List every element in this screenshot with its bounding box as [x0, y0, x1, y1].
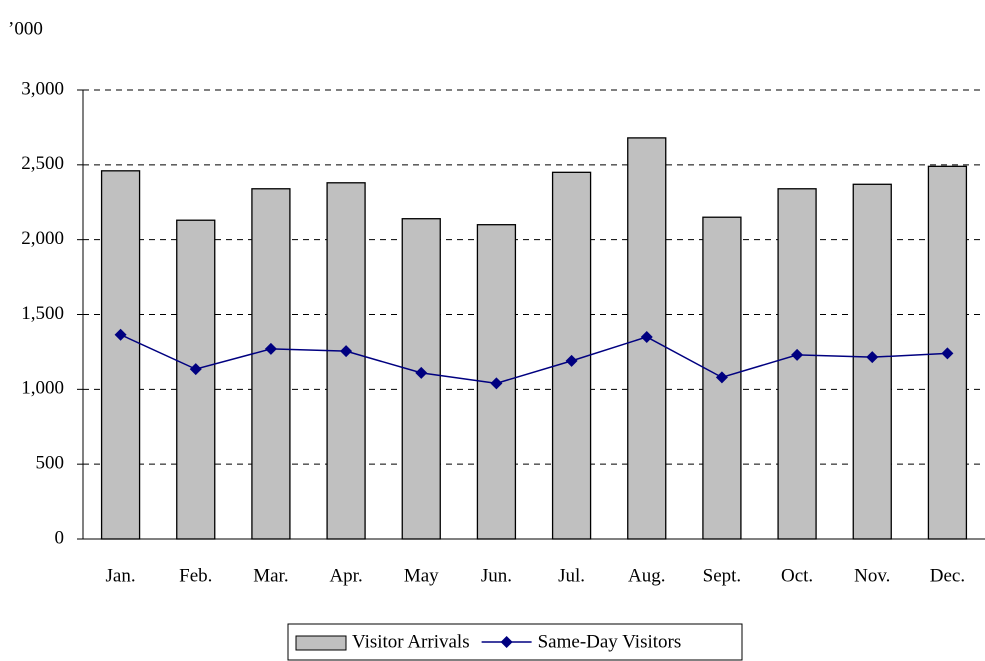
x-tick-label: Apr.: [329, 565, 362, 586]
y-tick-label: 500: [36, 453, 65, 474]
x-tick-label: Dec.: [930, 565, 965, 586]
y-tick-label: 1,500: [21, 303, 64, 324]
y-tick-label: 3,000: [21, 78, 64, 99]
marker: [640, 330, 653, 343]
marker: [565, 354, 578, 367]
marker: [941, 347, 954, 360]
y-tick-label: 2,500: [21, 153, 64, 174]
marker: [189, 363, 202, 376]
x-tick-label: Oct.: [781, 565, 813, 586]
y-tick-label: 0: [55, 527, 65, 548]
marker: [415, 366, 428, 379]
marker: [114, 328, 127, 341]
marker: [866, 351, 879, 364]
x-tick-label: Mar.: [253, 565, 288, 586]
marker: [264, 342, 277, 355]
x-tick-label: Jan.: [106, 565, 136, 586]
x-tick-label: May: [404, 565, 439, 586]
marker: [715, 371, 728, 384]
y-tick-label: 1,000: [21, 378, 64, 399]
bar: [326, 182, 366, 540]
bar: [777, 188, 817, 540]
x-tick-label: Sept.: [703, 565, 742, 586]
legend-marker: [500, 636, 513, 648]
y-unit: ’000: [8, 18, 43, 39]
y-tick-label: 2,000: [21, 228, 64, 249]
bar: [100, 170, 141, 540]
bar: [176, 219, 216, 540]
x-tick-label: Feb.: [179, 565, 212, 586]
legend-label: Visitor Arrivals: [352, 631, 470, 652]
line: [120, 334, 948, 385]
legend-label: Same-Day Visitors: [538, 631, 682, 652]
x-tick-label: Jun.: [481, 565, 512, 586]
marker: [791, 348, 804, 361]
marker: [490, 377, 503, 390]
x-tick-label: Aug.: [628, 565, 665, 586]
bar: [702, 216, 742, 540]
bar: [251, 188, 291, 540]
x-tick-label: Jul.: [558, 565, 585, 586]
marker: [340, 345, 353, 358]
x-tick-label: Nov.: [854, 565, 890, 586]
legend-swatch: [295, 635, 347, 651]
